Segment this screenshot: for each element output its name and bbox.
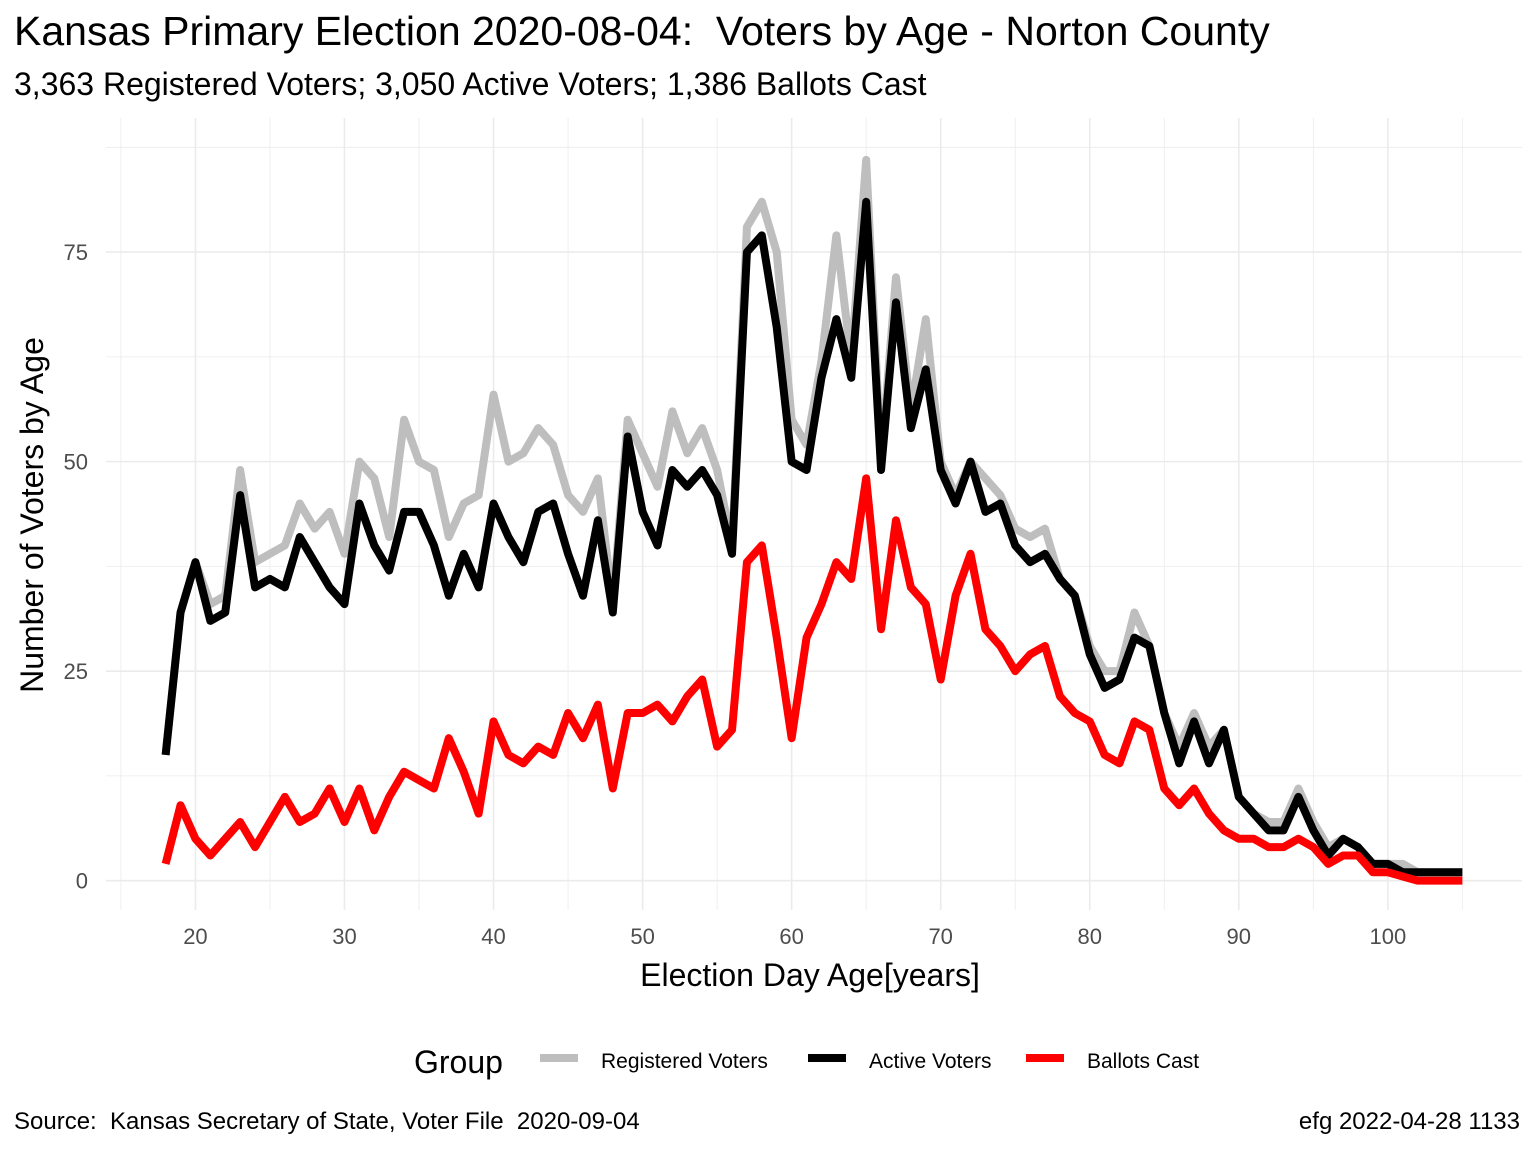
- x-tick-label: 100: [1369, 924, 1406, 949]
- legend-label-2: Ballots Cast: [1087, 1050, 1199, 1073]
- y-tick-label: 0: [76, 869, 88, 894]
- series-lines: [161, 155, 1463, 885]
- x-tick-label: 70: [928, 924, 952, 949]
- x-axis-title: Election Day Age[years]: [640, 957, 980, 993]
- x-tick-label: 60: [779, 924, 803, 949]
- y-axis-title: Number of Voters by Age: [14, 337, 50, 693]
- x-tick-label: 20: [183, 924, 207, 949]
- x-axis-ticks: 20 30 40 50 60 70 80 90 100: [183, 924, 1406, 949]
- y-tick-label: 75: [64, 240, 88, 265]
- line-chart: 20 30 40 50 60 70 80 90 100 0 25 50 75 Election Day…: [14, 118, 1522, 1080]
- legend-label-1: Active Voters: [869, 1050, 992, 1073]
- y-axis-ticks: 0 25 50 75: [64, 240, 88, 894]
- legend-label-0: Registered Voters: [601, 1050, 768, 1073]
- x-tick-label: 30: [332, 924, 356, 949]
- y-tick-label: 50: [64, 450, 88, 475]
- legend-title: Group: [414, 1044, 503, 1080]
- x-tick-label: 80: [1078, 924, 1102, 949]
- credit-caption: efg 2022-04-28 1133: [1298, 1108, 1520, 1135]
- source-caption: Source: Kansas Secretary of State, Voter…: [14, 1108, 640, 1135]
- x-tick-label: 40: [481, 924, 505, 949]
- x-tick-label: 90: [1227, 924, 1251, 949]
- series-line-1: [161, 197, 1463, 877]
- chart-subtitle: 3,363 Registered Voters; 3,050 Active Vo…: [14, 66, 927, 102]
- y-tick-label: 25: [64, 659, 88, 684]
- x-tick-label: 50: [630, 924, 654, 949]
- grid-lines: [106, 118, 1522, 910]
- series-line-2: [161, 474, 1463, 885]
- chart-title: Kansas Primary Election 2020-08-04: Vote…: [14, 8, 1270, 54]
- legend: Group Registered Voters Active Voters Ball…: [414, 1044, 1199, 1080]
